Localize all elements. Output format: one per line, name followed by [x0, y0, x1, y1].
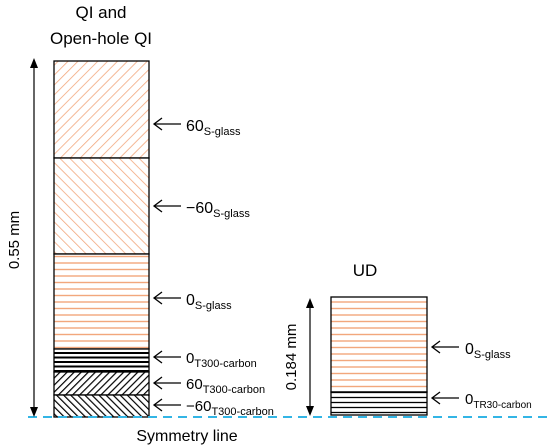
layer-60-s-glass	[53, 60, 150, 159]
svg-text:−60S-glass: −60S-glass	[186, 200, 250, 220]
callout-base: 0	[465, 391, 473, 408]
layer-neg60-s-glass	[53, 157, 150, 255]
arrow-left-icon	[430, 391, 441, 405]
left-callout-neg60-t300-carbon: −60T300-carbon	[152, 398, 274, 418]
left-column-stack	[53, 60, 150, 418]
left-callout-60-t300-carbon: 60T300-carbon	[152, 376, 265, 396]
right-thickness-label: 0.184 mm	[283, 324, 300, 391]
right-callout-0-s-glass: 0S-glass	[430, 340, 511, 361]
svg-text:−60T300-carbon: −60T300-carbon	[186, 398, 274, 418]
callout-subscript: S-glass	[195, 300, 232, 312]
symmetry-line-label: Symmetry line	[136, 428, 237, 445]
callout-base: −60	[186, 398, 211, 415]
svg-text:60S-glass: 60S-glass	[186, 118, 241, 138]
callout-subscript: T300-carbon	[194, 358, 256, 370]
callout-base: −60	[186, 200, 213, 217]
svg-text:0T300-carbon: 0T300-carbon	[186, 350, 257, 370]
right-callout-0-tr30-carbon: 0TR30-carbon	[430, 391, 532, 411]
layer-60-t300-carbon	[53, 371, 150, 396]
callout-subscript: S-glass	[213, 208, 250, 220]
callout-base: 0	[465, 341, 474, 358]
arrow-down-icon	[306, 406, 314, 416]
layer-ud-0-tr30-carbon	[330, 391, 428, 416]
left-callout-0-t300-carbon: 0T300-carbon	[152, 350, 257, 370]
arrow-left-icon	[152, 291, 163, 305]
arrow-left-icon	[152, 199, 163, 213]
arrow-up-icon	[30, 58, 38, 68]
svg-text:0S-glass: 0S-glass	[186, 292, 232, 312]
right-column-stack	[330, 296, 428, 416]
callout-base: 60	[186, 118, 204, 135]
svg-text:60T300-carbon: 60T300-carbon	[186, 376, 265, 396]
left-callout-neg60-s-glass: −60S-glass	[152, 199, 250, 220]
arrow-left-icon	[152, 376, 163, 390]
left-callout-60-s-glass: 60S-glass	[152, 117, 241, 138]
arrow-left-icon	[152, 117, 163, 131]
layer-0-s-glass	[53, 253, 150, 350]
layer-ud-0-s-glass	[330, 296, 428, 393]
left-callout-0-s-glass: 0S-glass	[152, 291, 232, 312]
left-column-title-line1: QI and	[75, 3, 126, 22]
callout-base: 60	[186, 376, 203, 393]
callout-subscript: S-glass	[204, 126, 241, 138]
arrow-left-icon	[430, 340, 441, 354]
left-thickness-dimension: 0.55 mm	[6, 58, 38, 417]
callout-subscript: T300-carbon	[211, 406, 273, 418]
right-column-title: UD	[353, 261, 378, 280]
callout-subscript: S-glass	[474, 349, 511, 361]
callout-subscript: T300-carbon	[203, 384, 265, 396]
callout-subscript: TR30-carbon	[473, 400, 531, 411]
layer-neg60-t300-carbon	[53, 394, 150, 418]
left-column-title-line2: Open-hole QI	[50, 29, 152, 48]
arrow-down-icon	[30, 407, 38, 417]
callout-base: 0	[186, 292, 195, 309]
left-thickness-label: 0.55 mm	[6, 211, 23, 269]
arrow-left-icon	[152, 398, 163, 412]
layer-0-t300-carbon	[53, 348, 150, 373]
svg-text:0TR30-carbon: 0TR30-carbon	[465, 391, 532, 411]
svg-text:0S-glass: 0S-glass	[465, 341, 511, 361]
arrow-left-icon	[152, 350, 163, 364]
callout-base: 0	[186, 350, 194, 367]
right-thickness-dimension: 0.184 mm	[283, 298, 314, 416]
arrow-up-icon	[306, 298, 314, 308]
